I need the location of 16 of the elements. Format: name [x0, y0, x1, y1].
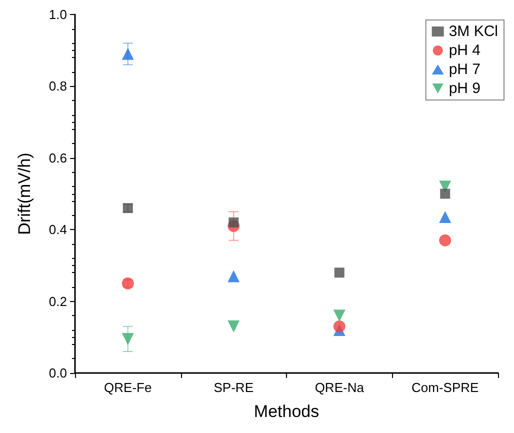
legend-label: pH 9: [448, 80, 481, 97]
y-tick-label: 0.2: [48, 294, 67, 309]
legend-label: pH 7: [448, 61, 481, 78]
x-tick-label: SP-RE: [214, 380, 254, 395]
y-tick-label: 1.0: [48, 7, 67, 22]
y-tick-label: 0.6: [48, 150, 67, 166]
x-tick-label: Com-SPRE: [412, 380, 480, 395]
x-axis-title: Methods: [254, 402, 320, 421]
x-tick-label: QRE-Na: [314, 380, 365, 395]
y-axis-title: Drift(mV/h): [15, 152, 34, 235]
x-tick-label: QRE-Fe: [104, 380, 152, 395]
y-tick-label: 0.8: [48, 78, 67, 94]
legend-label: pH 4: [448, 42, 481, 59]
y-tick-label: 0.4: [48, 222, 67, 238]
legend-label: 3M KCl: [448, 23, 498, 40]
y-tick-label: 0.0: [48, 366, 67, 380]
